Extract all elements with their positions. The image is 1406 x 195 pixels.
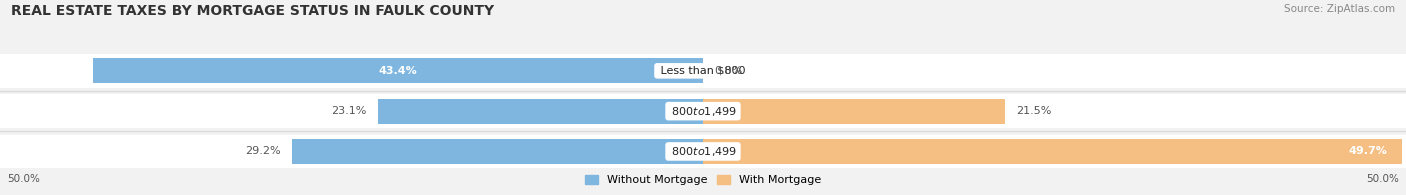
Text: REAL ESTATE TAXES BY MORTGAGE STATUS IN FAULK COUNTY: REAL ESTATE TAXES BY MORTGAGE STATUS IN … bbox=[11, 4, 495, 18]
Bar bbox=[93, 58, 703, 83]
Bar bbox=[703, 99, 1005, 124]
Text: 49.7%: 49.7% bbox=[1348, 146, 1388, 156]
Text: 43.4%: 43.4% bbox=[378, 66, 418, 76]
Text: 29.2%: 29.2% bbox=[246, 146, 281, 156]
Text: Source: ZipAtlas.com: Source: ZipAtlas.com bbox=[1284, 4, 1395, 14]
Bar bbox=[703, 139, 1402, 164]
Text: 50.0%: 50.0% bbox=[7, 174, 39, 184]
Text: 50.0%: 50.0% bbox=[1367, 174, 1399, 184]
Bar bbox=[0, 54, 1406, 88]
Text: 23.1%: 23.1% bbox=[332, 106, 367, 116]
Text: 21.5%: 21.5% bbox=[1017, 106, 1052, 116]
Bar bbox=[0, 135, 1406, 168]
Text: Less than $800: Less than $800 bbox=[657, 66, 749, 76]
Text: $800 to $1,499: $800 to $1,499 bbox=[668, 105, 738, 118]
Bar bbox=[0, 94, 1406, 128]
Text: 0.0%: 0.0% bbox=[714, 66, 742, 76]
Bar bbox=[292, 139, 703, 164]
Bar bbox=[378, 99, 703, 124]
Legend: Without Mortgage, With Mortgage: Without Mortgage, With Mortgage bbox=[585, 175, 821, 185]
Text: $800 to $1,499: $800 to $1,499 bbox=[668, 145, 738, 158]
